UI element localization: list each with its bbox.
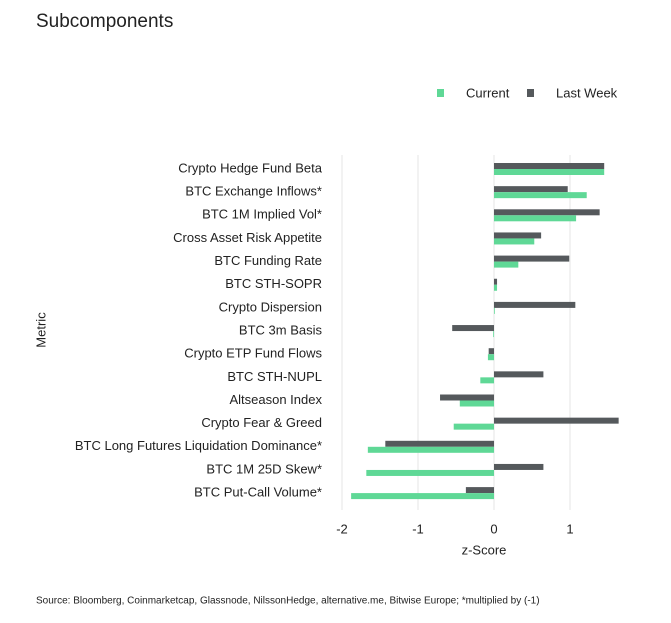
bar xyxy=(494,209,600,216)
bar xyxy=(494,238,535,245)
bar xyxy=(494,307,495,314)
bar xyxy=(494,284,498,291)
bar xyxy=(494,278,498,285)
legend-swatch xyxy=(527,89,534,97)
x-tick-label: 0 xyxy=(490,521,497,536)
legend-label: Last Week xyxy=(556,85,618,100)
bar xyxy=(494,192,587,199)
bar xyxy=(494,261,519,268)
bar xyxy=(494,163,605,169)
y-tick-label: Crypto Hedge Fund Beta xyxy=(178,160,323,175)
y-tick-label: Crypto Fear & Greed xyxy=(201,415,322,430)
y-tick-label: BTC STH-NUPL xyxy=(227,369,322,384)
bar xyxy=(385,440,494,447)
bar xyxy=(366,469,494,476)
y-tick-label: BTC Exchange Inflows* xyxy=(185,184,322,199)
bar xyxy=(493,331,494,338)
bar xyxy=(480,377,494,384)
y-tick-label: BTC 1M 25D Skew* xyxy=(206,461,322,476)
legend-label: Current xyxy=(466,85,510,100)
bar xyxy=(494,255,570,262)
y-tick-label: Crypto ETP Fund Flows xyxy=(184,346,322,361)
y-tick-label: Crypto Dispersion xyxy=(219,299,322,314)
bar xyxy=(452,325,494,332)
bar xyxy=(494,186,568,193)
y-tick-label: BTC 1M Implied Vol* xyxy=(202,207,322,222)
y-tick-label: Altseason Index xyxy=(229,392,322,407)
bar xyxy=(488,348,494,355)
x-tick-label: -1 xyxy=(412,521,424,536)
bar xyxy=(494,417,619,424)
y-axis-label: Metric xyxy=(33,312,48,348)
bar xyxy=(494,232,542,239)
bar xyxy=(494,215,577,222)
y-tick-label: BTC Put-Call Volume* xyxy=(194,485,322,500)
source-note: Source: Bloomberg, Coinmarketcap, Glassn… xyxy=(36,596,540,607)
bar xyxy=(440,394,494,401)
y-tick-label: Cross Asset Risk Appetite xyxy=(173,230,322,245)
x-tick-label: 1 xyxy=(566,521,573,536)
chart-title: Subcomponents xyxy=(36,11,173,32)
y-tick-label: BTC Funding Rate xyxy=(214,253,322,268)
bar xyxy=(487,354,494,361)
bar xyxy=(351,493,494,500)
bar xyxy=(494,169,605,175)
bar xyxy=(494,463,544,470)
bar xyxy=(494,371,544,378)
bar xyxy=(459,400,494,407)
x-tick-label: -2 xyxy=(336,521,348,536)
bar xyxy=(367,446,494,453)
y-tick-label: BTC STH-SOPR xyxy=(225,276,322,291)
bar xyxy=(494,301,576,308)
bar xyxy=(465,487,494,494)
x-axis-label: z-Score xyxy=(462,542,507,557)
y-tick-label: BTC Long Futures Liquidation Dominance* xyxy=(75,438,322,453)
y-tick-label: BTC 3m Basis xyxy=(239,322,323,337)
legend-swatch xyxy=(437,89,444,97)
bar xyxy=(453,423,494,430)
